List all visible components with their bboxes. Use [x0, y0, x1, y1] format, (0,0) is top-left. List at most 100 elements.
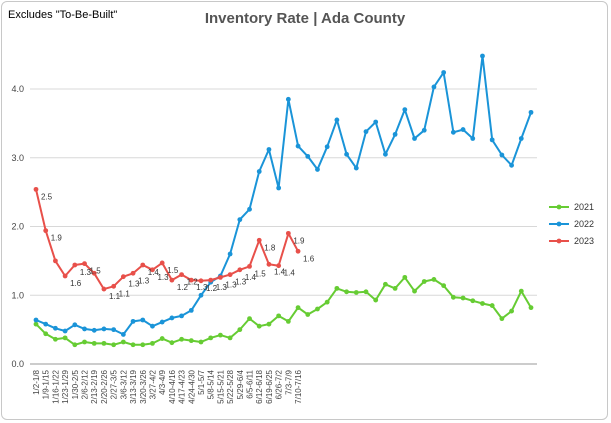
- data-point-2022: [470, 136, 476, 141]
- data-label-2023: 1.3: [216, 283, 228, 292]
- data-point-2021: [111, 342, 117, 348]
- data-point-2022: [72, 322, 78, 328]
- data-point-2021: [285, 318, 291, 324]
- data-point-2023: [208, 277, 214, 283]
- data-point-2021: [82, 339, 87, 345]
- x-tick-label: 5/22-5/28: [226, 369, 235, 403]
- data-point-2022: [431, 84, 437, 90]
- data-point-2023: [130, 270, 136, 276]
- data-point-2021: [441, 283, 447, 289]
- data-point-2021: [130, 342, 136, 348]
- data-point-2022: [392, 131, 398, 137]
- data-point-2023: [295, 248, 301, 254]
- data-point-2021: [518, 288, 524, 294]
- data-point-2022: [82, 326, 87, 332]
- x-tick-label: 1/23-1/29: [61, 369, 70, 403]
- data-point-2021: [43, 331, 49, 337]
- series-line-2023: [35, 189, 299, 291]
- data-point-2021: [334, 285, 340, 291]
- data-point-2023: [218, 274, 223, 280]
- data-point-2022: [334, 117, 340, 123]
- data-point-2022: [509, 162, 514, 168]
- data-point-2021: [363, 289, 369, 295]
- data-point-2021: [295, 305, 301, 311]
- x-tick-label: 1/16-1/22: [51, 369, 60, 403]
- data-point-2021: [421, 279, 427, 284]
- data-point-2022: [198, 292, 204, 298]
- data-point-2021: [256, 323, 262, 329]
- x-tick-label: 2/13-2/19: [90, 369, 99, 403]
- data-point-2022: [441, 70, 447, 75]
- data-point-2021: [266, 321, 272, 327]
- x-tick-label: 6/26-7/2: [275, 369, 284, 399]
- data-point-2022: [62, 328, 68, 334]
- data-point-2021: [91, 340, 97, 346]
- data-point-2021: [33, 321, 39, 327]
- data-label-2023: 1.3: [196, 283, 208, 292]
- data-label-2023: 1.5: [255, 269, 267, 278]
- data-point-2021: [247, 316, 252, 322]
- data-point-2023: [247, 263, 252, 269]
- data-point-2021: [489, 303, 495, 308]
- data-label-2023: 2.5: [41, 192, 53, 201]
- data-point-2022: [276, 185, 282, 191]
- data-point-2021: [159, 336, 165, 341]
- data-point-2021: [373, 297, 379, 303]
- data-label-2023: 1.4: [148, 268, 160, 277]
- y-tick-label: 3.0: [11, 153, 24, 163]
- data-point-2023: [237, 267, 243, 273]
- data-point-2021: [344, 289, 349, 295]
- data-point-2022: [421, 127, 427, 133]
- data-point-2023: [120, 274, 126, 280]
- data-point-2023: [276, 263, 282, 269]
- data-point-2021: [315, 306, 320, 312]
- data-point-2022: [140, 317, 146, 323]
- data-label-2023: 1.8: [264, 243, 276, 252]
- x-tick-label: 1/2-1/8: [32, 369, 41, 394]
- x-tick-label: 3/27-4/2: [148, 369, 157, 399]
- data-point-2023: [188, 277, 194, 283]
- data-point-2022: [111, 327, 117, 333]
- data-point-2022: [353, 165, 359, 171]
- data-point-2022: [237, 217, 243, 223]
- data-point-2023: [179, 272, 184, 278]
- data-point-2022: [150, 323, 155, 329]
- data-point-2022: [315, 167, 320, 172]
- data-point-2023: [43, 228, 49, 234]
- data-point-2022: [101, 326, 107, 332]
- legend-marker-2023: [556, 238, 562, 244]
- data-point-2021: [450, 294, 456, 300]
- data-label-2023: 1.4: [274, 267, 286, 276]
- x-tick-label: 4/17-4/23: [178, 369, 187, 403]
- y-tick-label: 0.0: [11, 359, 24, 369]
- data-label-2023: 1.3: [138, 276, 150, 285]
- x-tick-label: 2/6-2/12: [81, 369, 90, 399]
- data-label-2023: 1.9: [293, 236, 305, 245]
- data-point-2021: [53, 336, 58, 342]
- data-point-2022: [450, 129, 456, 135]
- data-point-2021: [383, 281, 388, 287]
- legend-label-2023: 2023: [574, 236, 594, 246]
- data-point-2022: [247, 206, 252, 212]
- data-point-2022: [518, 136, 524, 141]
- data-point-2021: [353, 290, 359, 295]
- x-tick-label: 1/30-2/5: [71, 369, 80, 399]
- data-point-2022: [227, 251, 233, 257]
- data-point-2021: [499, 316, 505, 322]
- data-point-2021: [528, 305, 534, 311]
- data-label-2023: 1.2: [187, 278, 199, 287]
- data-label-2023: 1.4: [245, 273, 257, 282]
- data-point-2021: [392, 285, 398, 291]
- data-point-2021: [412, 288, 417, 294]
- data-point-2023: [256, 237, 262, 243]
- data-point-2022: [402, 107, 408, 113]
- y-tick-label: 4.0: [11, 84, 24, 94]
- data-point-2022: [383, 151, 388, 157]
- data-labels: 2.51.91.61.31.51.11.11.31.31.41.31.51.21…: [41, 192, 315, 301]
- data-point-2021: [305, 312, 311, 317]
- legend-label-2021: 2021: [574, 202, 594, 212]
- data-point-2022: [33, 317, 39, 323]
- chart-note: Excludes "To-Be-Built": [8, 9, 118, 21]
